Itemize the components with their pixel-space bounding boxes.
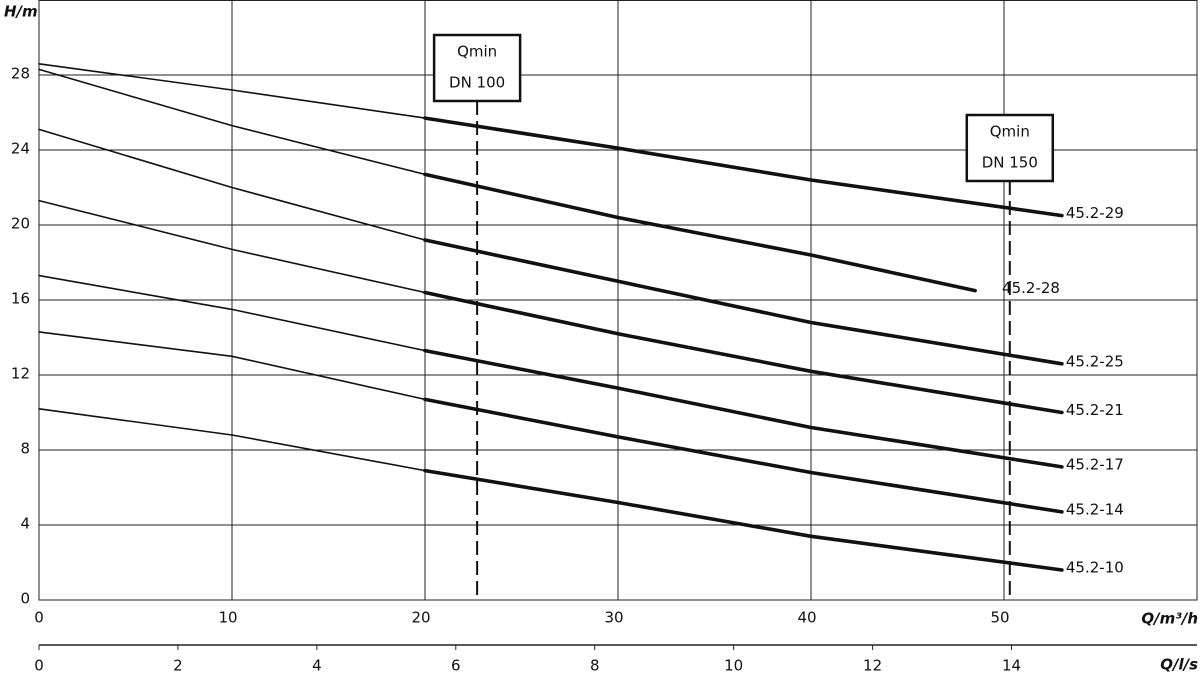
x-tick-label: 40 bbox=[797, 609, 816, 627]
series-label: 45.2-21 bbox=[1066, 401, 1124, 419]
series-label: 45.2-14 bbox=[1066, 500, 1124, 518]
curve-bold bbox=[423, 348, 1064, 469]
y-axis-label: H/m bbox=[4, 3, 38, 21]
qmin-label: DN 150 bbox=[982, 154, 1038, 172]
series-label: 45.2-29 bbox=[1066, 204, 1124, 222]
y-tick-label: 12 bbox=[11, 365, 30, 383]
x2-tick-label: 6 bbox=[451, 657, 461, 675]
qmin-label: DN 100 bbox=[449, 74, 505, 92]
x2-tick-label: 8 bbox=[590, 657, 600, 675]
x2-axis-label: Q/l/s bbox=[1160, 656, 1198, 674]
y-tick-label: 20 bbox=[11, 215, 30, 233]
curve-thin bbox=[38, 63, 426, 119]
x-tick-label: 10 bbox=[218, 609, 237, 627]
y-tick-label: 4 bbox=[20, 515, 30, 533]
curve-thin bbox=[38, 331, 426, 401]
qmin-label: Qmin bbox=[457, 43, 497, 61]
y-tick-label: 16 bbox=[11, 290, 30, 308]
curve-bold bbox=[423, 397, 1064, 514]
y-tick-label: 24 bbox=[11, 140, 30, 158]
curve-bold bbox=[423, 172, 977, 293]
curve-bold bbox=[423, 238, 1064, 366]
curve-thin bbox=[38, 408, 426, 472]
series-label: 45.2-25 bbox=[1066, 352, 1124, 370]
x2-tick-label: 2 bbox=[173, 657, 183, 675]
qmin-label: Qmin bbox=[990, 123, 1030, 141]
series-label: 45.2-28 bbox=[1002, 279, 1060, 297]
curve-bold bbox=[423, 116, 1064, 218]
x2-tick-label: 14 bbox=[1002, 657, 1021, 675]
curve-bold bbox=[423, 290, 1064, 415]
y-tick-label: 28 bbox=[11, 65, 30, 83]
curve-thin bbox=[38, 199, 426, 294]
qmin-box bbox=[432, 33, 522, 103]
curve-thin bbox=[38, 274, 426, 352]
qmin-box bbox=[965, 113, 1055, 183]
x2-tick-label: 12 bbox=[863, 657, 882, 675]
x2-tick-label: 10 bbox=[724, 657, 743, 675]
y-tick-label: 8 bbox=[20, 440, 30, 458]
x-tick-label: 0 bbox=[34, 609, 44, 627]
x2-tick-label: 4 bbox=[312, 657, 322, 675]
x2-tick-label: 0 bbox=[34, 657, 44, 675]
series-label: 45.2-10 bbox=[1066, 559, 1124, 577]
y-tick-label: 0 bbox=[20, 590, 30, 608]
curve-bold bbox=[423, 468, 1064, 572]
series-label: 45.2-17 bbox=[1066, 455, 1124, 473]
curve-thin bbox=[38, 68, 426, 176]
x-tick-label: 30 bbox=[604, 609, 623, 627]
x-axis-label: Q/m³/h bbox=[1141, 610, 1198, 628]
x-tick-label: 50 bbox=[990, 609, 1009, 627]
curve-thin bbox=[38, 128, 426, 241]
x-tick-label: 20 bbox=[411, 609, 430, 627]
